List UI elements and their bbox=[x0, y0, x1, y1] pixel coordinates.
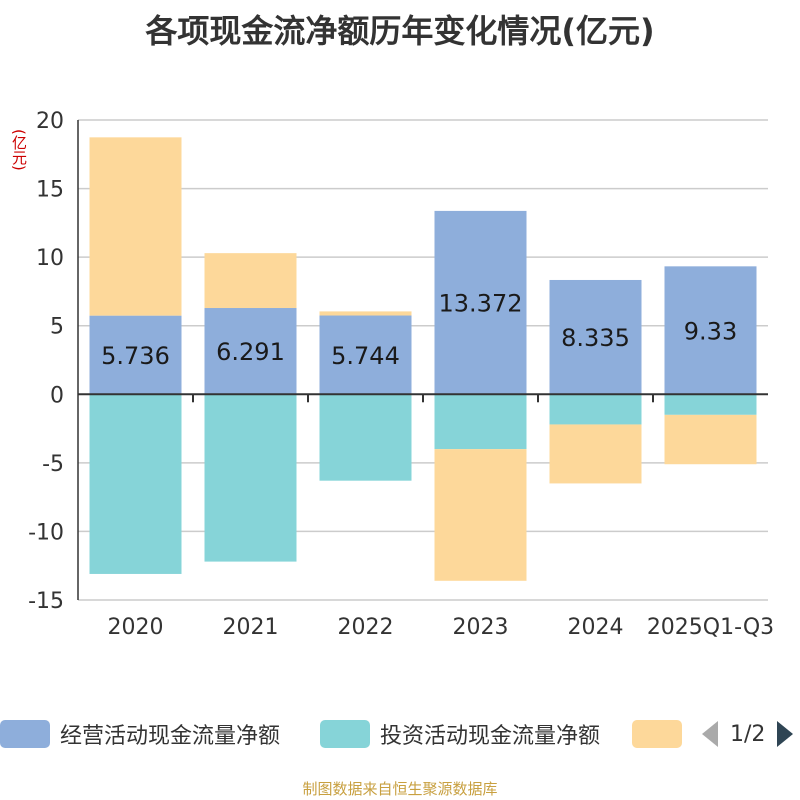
y-tick-label: 0 bbox=[50, 383, 64, 408]
y-tick-label: -10 bbox=[28, 520, 64, 545]
legend-next-arrow-icon[interactable] bbox=[777, 721, 794, 747]
legend: 经营活动现金流量净额 投资活动现金流量净额 1/2 bbox=[0, 716, 800, 752]
bar-operating bbox=[319, 315, 412, 395]
bar-data-label: 8.335 bbox=[561, 324, 630, 352]
bar-operating bbox=[89, 315, 182, 395]
bar-financing bbox=[434, 449, 527, 581]
y-tick-label: 10 bbox=[36, 246, 64, 271]
bar-data-label: 13.372 bbox=[439, 290, 523, 318]
bar-financing bbox=[204, 253, 297, 309]
x-tick-label: 2021 bbox=[223, 615, 279, 640]
y-tick-label: 5 bbox=[50, 315, 64, 340]
bar-investing bbox=[89, 394, 182, 574]
x-tick-label: 2024 bbox=[568, 615, 624, 640]
data-source-note: 制图数据来自恒生聚源数据库 bbox=[302, 780, 498, 798]
legend-pager: 1/2 bbox=[702, 716, 794, 752]
bar-investing bbox=[664, 394, 757, 415]
legend-swatch-financing bbox=[632, 720, 682, 748]
bar-investing bbox=[549, 394, 642, 425]
y-tick-label: -15 bbox=[28, 589, 64, 614]
legend-item-operating[interactable]: 经营活动现金流量净额 bbox=[0, 716, 280, 752]
bar-financing bbox=[549, 424, 642, 484]
bar-data-label: 9.33 bbox=[684, 317, 737, 345]
x-tick-label: 2025Q1-Q3 bbox=[647, 615, 774, 640]
y-tick-label: 15 bbox=[36, 178, 64, 203]
y-tick-label: -5 bbox=[42, 452, 64, 477]
legend-page-indicator: 1/2 bbox=[730, 721, 766, 747]
chart-title: 各项现金流净额历年变化情况(亿元) bbox=[145, 12, 655, 50]
bar-financing bbox=[664, 414, 757, 465]
y-tick-label: 20 bbox=[36, 109, 64, 134]
legend-swatch-operating bbox=[0, 720, 50, 748]
legend-swatch-investing bbox=[320, 720, 370, 748]
bar-financing bbox=[89, 137, 182, 316]
bar-data-label: 5.736 bbox=[101, 342, 170, 370]
bar-data-label: 6.291 bbox=[216, 338, 285, 366]
legend-label-investing: 投资活动现金流量净额 bbox=[380, 724, 601, 749]
bar-investing bbox=[204, 394, 297, 562]
bar-investing bbox=[319, 394, 412, 481]
bar-operating bbox=[664, 266, 757, 395]
legend-prev-arrow-icon[interactable] bbox=[702, 721, 718, 747]
x-tick-label: 2022 bbox=[338, 615, 394, 640]
legend-item-financing[interactable] bbox=[632, 716, 692, 752]
x-tick-label: 2023 bbox=[453, 615, 509, 640]
bar-operating bbox=[204, 308, 297, 395]
legend-item-investing[interactable]: 投资活动现金流量净额 bbox=[320, 716, 600, 752]
bar-operating bbox=[549, 279, 642, 395]
bar-data-label: 5.744 bbox=[331, 342, 400, 370]
bar-financing bbox=[319, 311, 412, 316]
bar-operating bbox=[434, 210, 527, 395]
chart-canvas: -15 -10 -5 0 5 10 15 20 5.736 2020 6.291 2021 5.744 2… bbox=[28, 109, 774, 640]
legend-label-operating: 经营活动现金流量净额 bbox=[60, 724, 281, 749]
bar-investing bbox=[434, 394, 527, 450]
y-axis-unit-label: (亿元) bbox=[10, 129, 28, 171]
x-tick-label: 2020 bbox=[108, 615, 164, 640]
